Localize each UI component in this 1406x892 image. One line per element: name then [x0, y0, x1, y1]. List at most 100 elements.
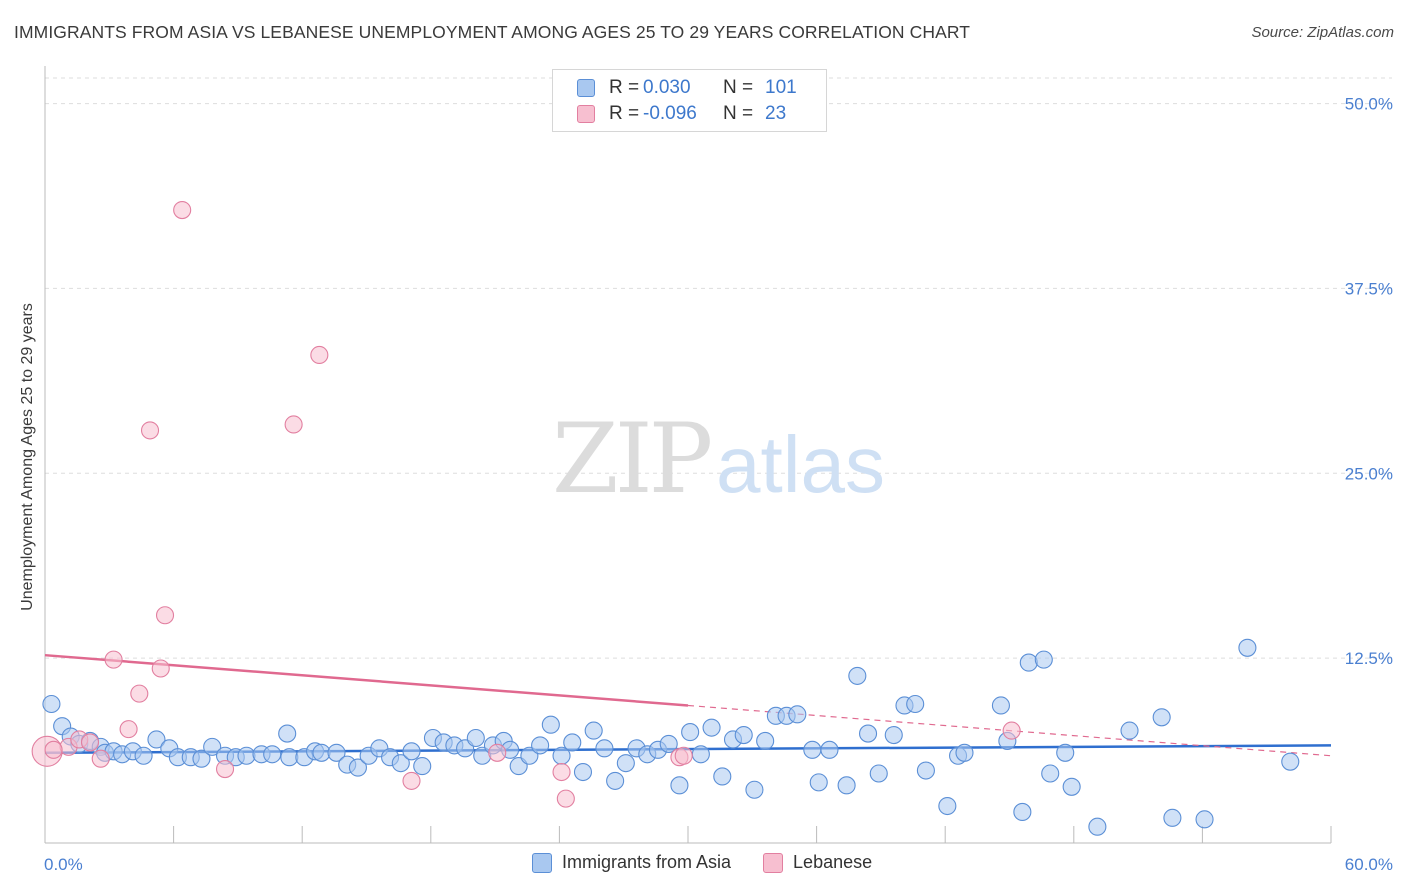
point-asia [1062, 777, 1081, 796]
point-asia [263, 745, 282, 764]
point-asia [670, 776, 689, 795]
point-asia [413, 757, 432, 776]
axes [44, 66, 1332, 844]
point-asia [713, 767, 732, 786]
point-asia [1034, 650, 1053, 669]
point-asia [848, 666, 867, 685]
point-asia [858, 724, 878, 743]
point-asia [1120, 721, 1139, 740]
point-asia [1195, 810, 1214, 829]
point-asia [1238, 638, 1257, 657]
point-asia [884, 725, 903, 745]
point-asia [1019, 653, 1038, 672]
watermark: ZIP atlas [552, 403, 885, 515]
point-asia [681, 723, 700, 742]
point-asia [702, 718, 721, 737]
legend-row-lebanese: R = -0.096 N = 23 [577, 102, 786, 126]
point-lebanese [215, 760, 235, 779]
y-axis-label: Unemployment Among Ages 25 to 29 years [19, 303, 36, 611]
legend-n-value: 101 [765, 77, 797, 98]
point-asia [616, 754, 635, 773]
point-asia [595, 739, 614, 758]
point-lebanese [119, 720, 138, 739]
point-lebanese [674, 746, 693, 765]
point-asia [734, 725, 753, 745]
watermark-zip: ZIP [552, 403, 711, 515]
point-asia [906, 694, 925, 714]
tick-labels: 12.5% 25.0% 37.5% 50.0% 0.0% 60.0% [44, 95, 1393, 874]
legend-row-asia: R = 0.030 N = 101 [577, 76, 797, 100]
point-lebanese [44, 740, 63, 759]
point-lebanese [140, 421, 160, 440]
point-asia [1163, 808, 1182, 827]
point-asia [691, 745, 710, 764]
legend-n-value: 23 [765, 103, 787, 124]
x-tick-label-min: 0.0% [44, 855, 83, 874]
point-asia [42, 694, 61, 714]
legend-swatch-lebanese [577, 105, 595, 123]
legend-r-label: R = [609, 77, 640, 98]
watermark-atlas: atlas [716, 420, 885, 509]
point-lebanese [488, 743, 507, 762]
point-asia [1041, 764, 1060, 783]
data-points [31, 201, 1300, 836]
trend-line-lebanese [44, 653, 689, 707]
source-label: Source: ZipAtlas.com [1251, 24, 1394, 41]
point-asia [466, 728, 485, 748]
point-asia [192, 749, 211, 768]
series-label-lebanese: Lebanese [793, 852, 873, 872]
legend-n-label: N = [723, 77, 754, 98]
point-asia [837, 776, 856, 795]
point-asia [756, 731, 775, 751]
point-asia [573, 762, 593, 782]
y-tick-label: 25.0% [1345, 464, 1393, 483]
point-lebanese [402, 771, 421, 790]
point-asia [938, 796, 957, 816]
point-asia [280, 748, 299, 767]
series-swatch-lebanese [763, 852, 784, 873]
series-legend-lebanese[interactable]: Lebanese [763, 852, 872, 873]
point-asia [402, 742, 421, 761]
x-tick-label-max: 60.0% [1345, 855, 1393, 874]
point-lebanese [552, 762, 571, 782]
point-asia [312, 743, 331, 762]
point-asia [869, 764, 888, 783]
point-asia [327, 743, 346, 762]
point-asia [237, 746, 256, 765]
point-asia [659, 734, 678, 753]
point-asia [820, 740, 839, 759]
stats-legend: R = 0.030 N = 101 R = -0.096 N = 23 [552, 69, 827, 132]
point-asia [1013, 802, 1032, 821]
point-asia [916, 761, 935, 780]
grid-lines [45, 77, 1392, 659]
point-asia [584, 721, 603, 740]
point-lebanese [151, 659, 170, 678]
point-asia [147, 730, 166, 749]
point-asia [809, 773, 828, 792]
point-asia [991, 696, 1010, 715]
series-label-asia: Immigrants from Asia [562, 852, 732, 872]
series-legend-asia[interactable]: Immigrants from Asia [532, 852, 731, 873]
point-asia [955, 743, 974, 762]
point-asia [1152, 708, 1171, 727]
point-asia [531, 736, 550, 755]
legend-r-value: -0.096 [643, 103, 697, 124]
point-lebanese [556, 789, 575, 808]
y-tick-label: 50.0% [1345, 95, 1393, 114]
point-lebanese [173, 201, 192, 220]
point-asia [606, 771, 625, 790]
point-lebanese [104, 650, 123, 669]
point-asia [1056, 743, 1075, 762]
legend-swatch-asia [577, 79, 595, 97]
legend-n-label: N = [723, 103, 754, 124]
chart-title: IMMIGRANTS FROM ASIA VS LEBANESE UNEMPLO… [14, 22, 971, 42]
point-lebanese [91, 749, 110, 768]
point-lebanese [310, 345, 329, 365]
series-legend: Immigrants from Asia Lebanese [532, 852, 904, 873]
point-asia [134, 746, 153, 765]
point-lebanese [130, 684, 149, 703]
point-asia [278, 724, 297, 743]
point-lebanese [80, 733, 100, 752]
point-asia [803, 740, 822, 759]
